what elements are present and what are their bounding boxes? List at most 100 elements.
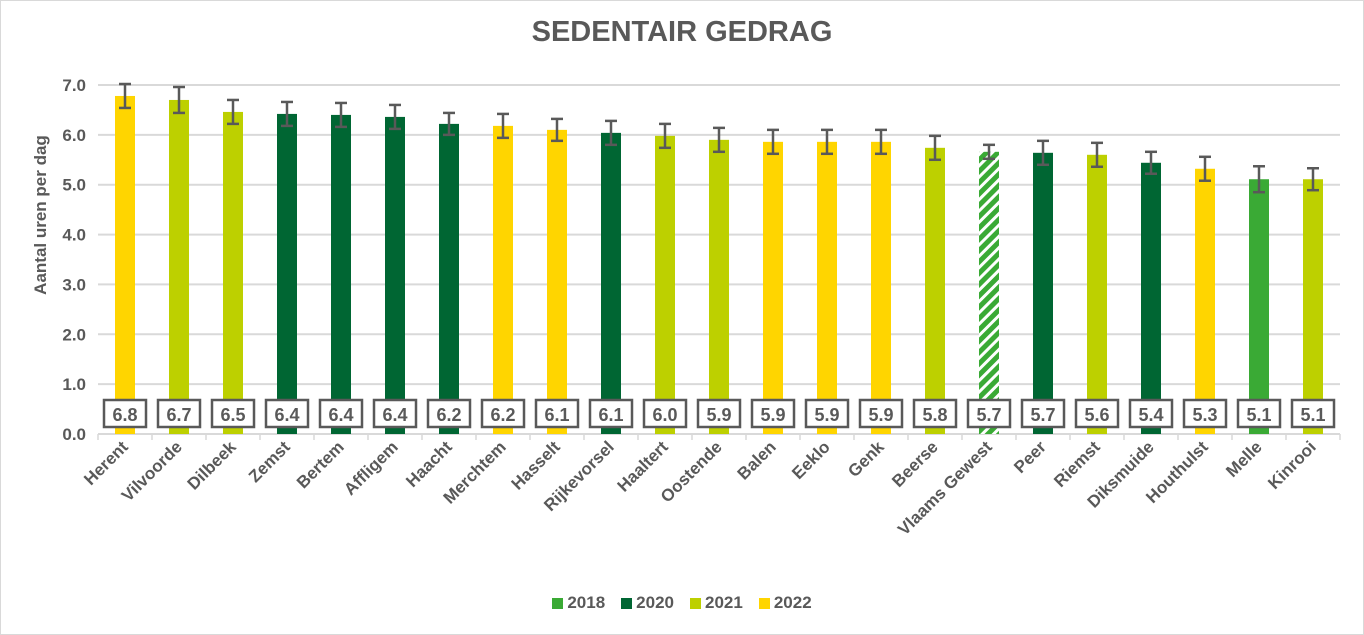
data-label-box bbox=[1128, 398, 1174, 429]
data-label: 6.2 bbox=[436, 405, 461, 425]
x-tick-label: Kinrooi bbox=[1264, 437, 1320, 493]
x-tick-label: Zemst bbox=[245, 437, 294, 486]
y-tick-label: 5.0 bbox=[62, 176, 86, 195]
data-label: 5.6 bbox=[1084, 405, 1109, 425]
bar bbox=[1303, 179, 1323, 434]
y-tick-label: 3.0 bbox=[62, 275, 86, 294]
data-label-box bbox=[1020, 398, 1066, 429]
data-label-box bbox=[480, 398, 526, 429]
x-tick-label: Balen bbox=[734, 437, 780, 483]
data-label-box bbox=[534, 398, 580, 429]
x-tick-label: Dilbeek bbox=[184, 437, 241, 494]
data-label-box bbox=[858, 398, 904, 429]
data-label: 6.0 bbox=[652, 405, 677, 425]
data-label: 5.9 bbox=[760, 405, 785, 425]
data-label: 6.1 bbox=[598, 405, 623, 425]
legend-swatch bbox=[690, 597, 701, 609]
x-tick-label: Genk bbox=[844, 437, 888, 481]
data-label-box bbox=[966, 398, 1012, 429]
data-label: 6.4 bbox=[274, 405, 299, 425]
data-label: 6.8 bbox=[112, 405, 137, 425]
legend-swatch bbox=[552, 597, 564, 609]
bar bbox=[223, 111, 243, 435]
data-label: 5.7 bbox=[976, 405, 1001, 425]
data-label: 5.4 bbox=[1138, 405, 1163, 425]
legend-swatch bbox=[621, 597, 633, 609]
data-label-box bbox=[804, 398, 850, 429]
data-label: 5.8 bbox=[922, 405, 947, 425]
bar bbox=[1087, 154, 1107, 435]
legend-item-2020: 2020 bbox=[621, 593, 674, 613]
data-label-box bbox=[912, 398, 958, 429]
bar bbox=[277, 113, 297, 434]
data-label: 5.7 bbox=[1030, 405, 1055, 425]
data-label: 6.5 bbox=[220, 405, 245, 425]
legend-label: 2022 bbox=[773, 593, 812, 612]
data-label: 5.1 bbox=[1300, 405, 1325, 425]
legend: 2018 2020 2021 2022 bbox=[0, 593, 1364, 613]
data-label-box bbox=[696, 398, 742, 429]
bar bbox=[655, 135, 675, 434]
legend-label: 2020 bbox=[636, 593, 674, 612]
bar bbox=[331, 114, 351, 435]
bar bbox=[1195, 168, 1215, 434]
x-tick-label: Affligem bbox=[340, 437, 402, 499]
data-label: 5.9 bbox=[706, 405, 731, 425]
x-tick-label: Melle bbox=[1222, 437, 1266, 481]
data-label-box bbox=[1236, 398, 1282, 429]
bar bbox=[547, 129, 567, 434]
y-tick-label: 4.0 bbox=[62, 226, 86, 245]
x-tick-label: Vlaams Gewest bbox=[894, 437, 996, 539]
data-label-box bbox=[210, 398, 256, 429]
data-label: 5.3 bbox=[1192, 405, 1217, 425]
bar bbox=[601, 132, 621, 434]
data-label-box bbox=[642, 398, 688, 429]
bar bbox=[925, 147, 945, 434]
legend-swatch bbox=[758, 597, 770, 609]
bar bbox=[1141, 162, 1161, 434]
data-label: 6.1 bbox=[544, 405, 569, 425]
x-tick-label: Beerse bbox=[888, 437, 942, 491]
y-tick-label: 7.0 bbox=[62, 76, 86, 95]
data-label-box bbox=[318, 398, 364, 429]
bar bbox=[385, 116, 405, 434]
data-label: 5.9 bbox=[868, 405, 893, 425]
bar bbox=[817, 141, 837, 434]
data-label-box bbox=[426, 398, 472, 429]
data-label-box bbox=[264, 398, 310, 429]
legend-item-2022: 2022 bbox=[758, 593, 812, 613]
y-tick-label: 6.0 bbox=[62, 126, 86, 145]
bar bbox=[1249, 179, 1269, 434]
y-tick-label: 1.0 bbox=[62, 375, 86, 394]
data-label: 6.4 bbox=[382, 405, 407, 425]
data-label: 5.9 bbox=[814, 405, 839, 425]
data-label-box bbox=[750, 398, 796, 429]
bar bbox=[979, 151, 999, 434]
data-label: 5.1 bbox=[1246, 405, 1271, 425]
data-label-box bbox=[588, 398, 634, 429]
data-label-box bbox=[102, 398, 148, 429]
y-tick-label: 2.0 bbox=[62, 325, 86, 344]
bar bbox=[763, 141, 783, 434]
bar bbox=[169, 99, 189, 434]
legend-item-2018: 2018 bbox=[552, 593, 605, 613]
x-tick-label: Eeklo bbox=[788, 437, 834, 483]
bar bbox=[493, 125, 513, 434]
data-label: 6.2 bbox=[490, 405, 515, 425]
data-label-box bbox=[156, 398, 202, 429]
x-tick-label: Herent bbox=[80, 437, 132, 489]
data-label: 6.7 bbox=[166, 405, 191, 425]
data-label-box bbox=[372, 398, 418, 429]
data-label-box bbox=[1182, 398, 1228, 429]
data-label-box bbox=[1074, 398, 1120, 429]
x-tick-label: Riemst bbox=[1050, 437, 1104, 491]
x-tick-label: Peer bbox=[1010, 437, 1050, 477]
bar bbox=[1033, 152, 1053, 434]
data-label: 6.4 bbox=[328, 405, 353, 425]
legend-label: 2018 bbox=[567, 593, 606, 612]
bar bbox=[439, 123, 459, 434]
data-label-box bbox=[1290, 398, 1336, 429]
y-tick-label: 0.0 bbox=[62, 425, 86, 444]
x-tick-label: Bertem bbox=[293, 437, 348, 492]
